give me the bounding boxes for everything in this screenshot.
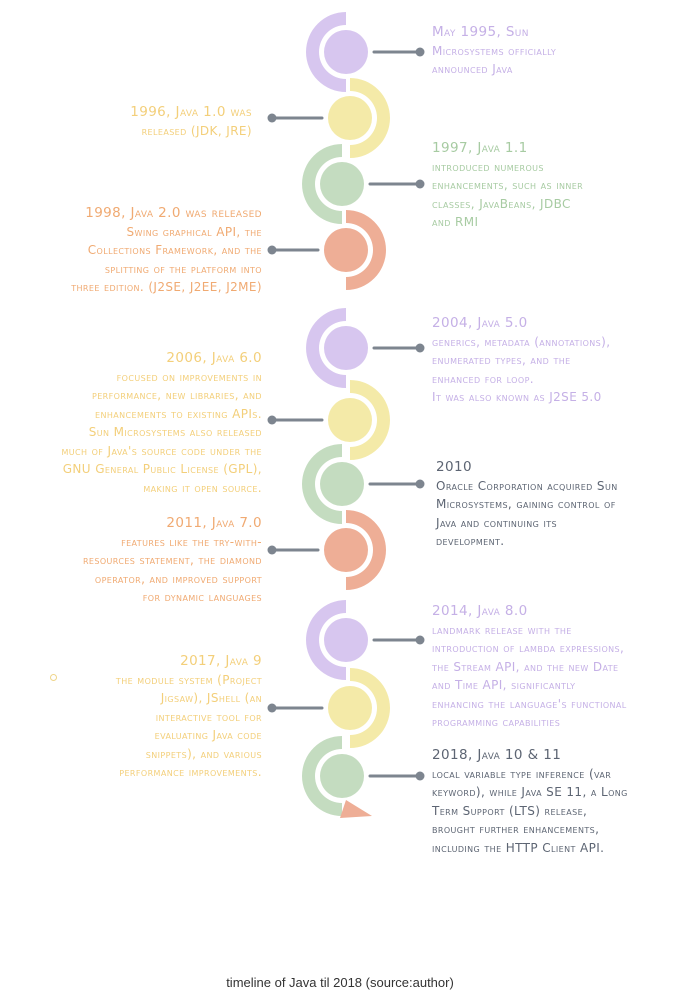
event-description: released (JDK, JRE) <box>141 123 252 138</box>
timeline-node-icon <box>320 462 364 506</box>
timeline-node-icon <box>328 686 372 730</box>
event-title: 1997, Java 1.1 <box>432 140 528 156</box>
event-2006: 2006, Java 6.0 focused on improvements i… <box>10 349 262 497</box>
event-title: 1996, Java 1.0 was <box>130 104 252 120</box>
timeline-node-icon <box>320 162 364 206</box>
timeline-arc <box>306 600 346 680</box>
timeline-node-icon <box>324 528 368 572</box>
event-title: 1998, Java 2.0 was released <box>85 205 262 221</box>
event-2004: 2004, Java 5.0 generics, metadata (annot… <box>432 314 677 407</box>
connector-dot-icon <box>267 545 277 555</box>
event-description: features like the try-with- resources st… <box>82 534 262 605</box>
timeline-node-icon <box>328 96 372 140</box>
connector-dot-icon <box>415 479 425 489</box>
event-description: Swing graphical API, the Collections Fra… <box>71 224 262 295</box>
timeline-node-icon <box>324 326 368 370</box>
event-title: 2011, Java 7.0 <box>166 515 262 531</box>
connector-dot-icon <box>415 343 425 353</box>
event-title: 2017, Java 9 <box>180 653 262 669</box>
timeline-arc <box>350 668 390 748</box>
event-description: local variable type inference (var keywo… <box>432 766 628 855</box>
timeline-node-icon <box>320 754 364 798</box>
timeline-arc <box>346 510 386 590</box>
event-description: Microsystems officially announced Java <box>432 43 557 77</box>
event-2014: 2014, Java 8.0 landmark release with the… <box>432 602 677 732</box>
event-2017: 2017, Java 9 the module system (Project … <box>40 652 262 782</box>
connector-dot-icon <box>415 635 425 645</box>
timeline-node-icon <box>328 398 372 442</box>
timeline-arc <box>350 78 390 158</box>
connector-dot-icon <box>415 179 425 189</box>
event-description: introduced numerous enhancements, such a… <box>432 159 584 230</box>
event-description: focused on improvements in performance, … <box>61 369 262 495</box>
figure-caption: timeline of Java til 2018 (source:author… <box>226 975 454 990</box>
timeline-arc <box>302 736 342 816</box>
event-title: 2004, Java 5.0 <box>432 315 528 331</box>
timeline-arc <box>346 210 386 290</box>
event-2010: 2010 Oracle Corporation acquired Sun Mic… <box>436 458 676 551</box>
connector-dot-icon <box>267 113 277 123</box>
event-title: 2014, Java 8.0 <box>432 603 528 619</box>
timeline-arc <box>306 12 346 92</box>
connector-dot-icon <box>267 245 277 255</box>
connector-dot-icon <box>267 415 277 425</box>
event-title: 2010 <box>436 459 472 475</box>
event-1996: 1996, Java 1.0 was released (JDK, JRE) <box>40 103 252 140</box>
connector-dot-icon <box>415 771 425 781</box>
event-description: landmark release with the introduction o… <box>432 622 627 730</box>
timeline-node-icon <box>324 228 368 272</box>
connector-dot-icon <box>415 47 425 57</box>
timeline-node-icon <box>324 618 368 662</box>
event-title: May 1995, Sun <box>432 24 529 40</box>
connector-dot-icon <box>267 703 277 713</box>
timeline-arc-end <box>340 800 372 818</box>
timeline-arc <box>302 444 342 524</box>
timeline-arc <box>302 144 342 224</box>
event-title: 2006, Java 6.0 <box>166 350 262 366</box>
timeline-arc <box>350 380 390 460</box>
event-2011: 2011, Java 7.0 features like the try-wit… <box>10 514 262 607</box>
event-1998: 1998, Java 2.0 was released Swing graphi… <box>10 204 262 297</box>
event-description: Oracle Corporation acquired Sun Microsys… <box>436 478 618 549</box>
event-2018: 2018, Java 10 & 11 local variable type i… <box>432 746 677 857</box>
bullet-icon <box>50 674 57 681</box>
timeline-spine <box>267 12 425 818</box>
event-description: the module system (Project Jigsaw), JShe… <box>115 672 262 780</box>
event-title: 2018, Java 10 & 11 <box>432 747 562 763</box>
event-description: generics, metadata (annotations), enumer… <box>432 334 611 405</box>
timeline-node-icon <box>324 30 368 74</box>
timeline-arc <box>306 308 346 388</box>
event-1997: 1997, Java 1.1 introduced numerous enhan… <box>432 139 672 232</box>
event-1995: May 1995, Sun Microsystems officially an… <box>432 23 672 79</box>
